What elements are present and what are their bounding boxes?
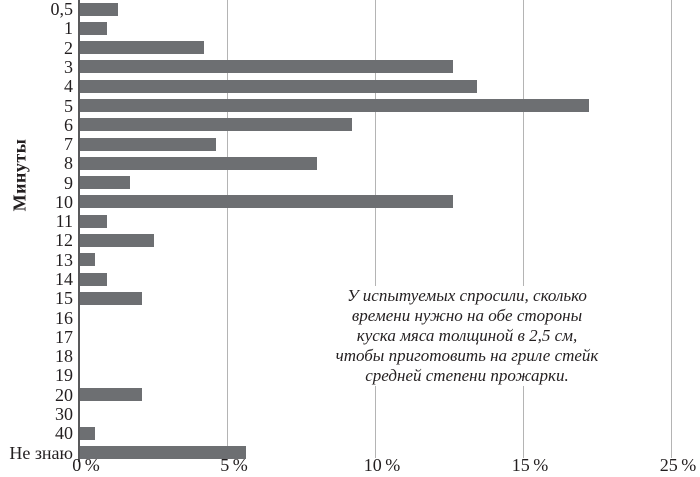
annotation: У испытуемых спросили, сколько времени н…: [302, 286, 632, 386]
bar: [80, 41, 205, 55]
x-tick-label: 10 %: [363, 455, 401, 475]
category-label: 14: [55, 269, 73, 290]
category-label: 0,5: [50, 0, 74, 20]
bar: [80, 60, 453, 74]
x-tick-label: 5 %: [220, 455, 248, 475]
bar: [80, 156, 317, 170]
category-label: 17: [55, 326, 73, 347]
annotation-line: времени нужно на обе стороны: [351, 306, 583, 325]
annotation-line: куска мяса толщиной в 2,5 см,: [356, 326, 578, 345]
category-label: 7: [64, 134, 73, 155]
bar: [80, 118, 353, 132]
x-tick-label: 25 %: [659, 455, 697, 475]
bar: [80, 272, 107, 286]
category-label: 16: [55, 307, 73, 328]
category-label: 20: [55, 384, 73, 405]
category-label: 1: [64, 18, 73, 39]
gridline: [522, 0, 524, 458]
category-label: 5: [64, 95, 73, 116]
category-label: 8: [64, 153, 73, 174]
bar: [80, 253, 95, 267]
annotation-line: чтобы приготовить на гриле стейк: [335, 346, 599, 365]
category-label: 11: [55, 211, 73, 232]
bar: [80, 214, 107, 228]
bar: [80, 388, 143, 402]
annotation-line: средней степени прожарки.: [365, 366, 569, 385]
y-axis-line: [78, 0, 80, 462]
gridline: [374, 0, 376, 458]
category-label: 2: [64, 37, 73, 58]
bar: [80, 176, 131, 190]
bar: [80, 21, 107, 35]
x-tick-label: 0 %: [72, 455, 100, 475]
category-label: 3: [64, 56, 73, 77]
category-label: 12: [55, 230, 73, 251]
category-label: 6: [64, 114, 73, 135]
category-label: 15: [55, 288, 73, 309]
bar: [80, 137, 217, 151]
category-label: 19: [55, 365, 73, 386]
category-label: 40: [55, 423, 73, 444]
bar: [80, 233, 154, 247]
bar: [80, 446, 246, 460]
bar: [80, 79, 477, 93]
bar: [80, 99, 590, 112]
category-label: 4: [64, 76, 73, 97]
bar: [80, 426, 95, 440]
x-tick-label: 15 %: [511, 455, 549, 475]
gridline: [670, 0, 672, 458]
category-label: 9: [64, 172, 73, 193]
annotation-line: У испытуемых спросили, сколько: [347, 286, 587, 305]
bar: [80, 195, 453, 209]
category-label: 13: [55, 249, 73, 270]
bar: [80, 291, 143, 305]
category-label: 30: [55, 403, 73, 424]
gridline: [226, 0, 228, 458]
category-label: 18: [55, 346, 73, 367]
bar: [80, 2, 119, 16]
category-label: 10: [55, 191, 73, 212]
category-label: Не знаю: [9, 442, 73, 463]
